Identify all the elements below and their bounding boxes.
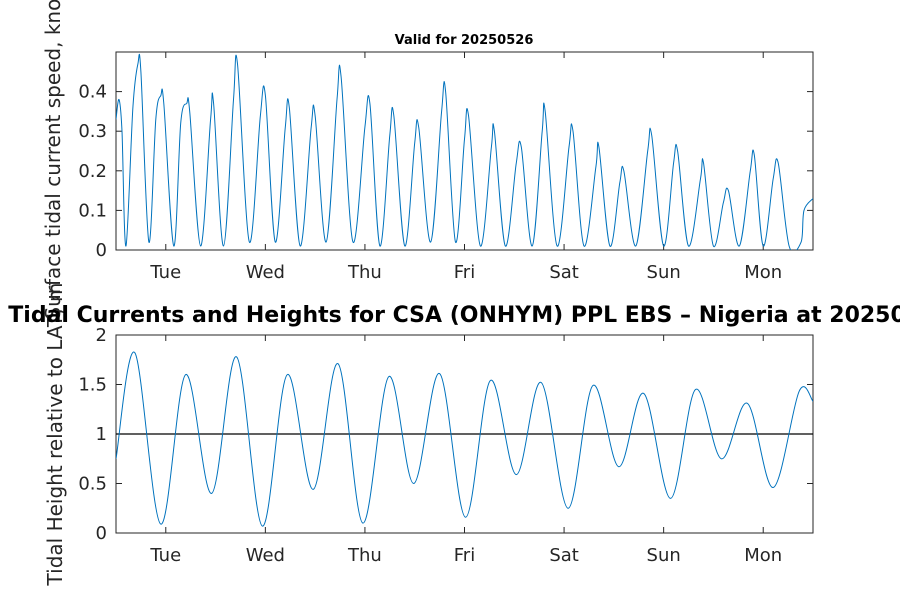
bot-xtick-label: Fri — [454, 545, 475, 566]
top-ytick-label: 0.2 — [78, 161, 107, 182]
bot-ytick-label: 1 — [96, 424, 107, 445]
top-xtick-label: Thu — [347, 262, 382, 283]
bot-ytick-label: 0.5 — [78, 474, 107, 495]
top-xtick-label: Sun — [647, 262, 681, 283]
current-speed-plot-area — [115, 51, 814, 251]
valid-date-title: Valid for 20250526 — [395, 33, 534, 48]
bot-xtick-label: Tue — [149, 545, 181, 566]
current-speed-chart: 0 0.1 0.2 0.3 0.4 Tue Wed Thu Fri Sat Sun Mon Valid… — [41, 0, 814, 320]
top-ytick-label: 0.4 — [78, 82, 107, 103]
main-title: Tidal Currents and Heights for CSA (ONHY… — [8, 303, 900, 328]
bot-xtick-label: Mon — [744, 545, 782, 566]
bot-xtick-label: Wed — [246, 545, 285, 566]
current-speed-ylabel: Surface tidal current speed, knots — [41, 0, 65, 320]
bot-ytick-label: 0 — [96, 523, 107, 544]
bot-xtick-label: Sat — [549, 545, 579, 566]
top-xtick-label: Tue — [149, 262, 181, 283]
bot-ytick-label: 1.5 — [78, 375, 107, 396]
top-ytick-label: 0.3 — [78, 121, 107, 142]
top-xtick-label: Sat — [549, 262, 579, 283]
bot-xtick-label: Thu — [347, 545, 382, 566]
top-ytick-label: 0 — [96, 240, 107, 261]
tidal-height-ylabel: Tidal Height relative to LAT, m — [43, 283, 67, 587]
top-ytick-label: 0.1 — [78, 200, 107, 221]
tidal-height-series — [116, 351, 813, 527]
tidal-height-chart: 0 0.5 1 1.5 2 Tue Wed Thu Fri Sat Sun Mon Tidal Hei… — [43, 283, 814, 587]
current-speed-series — [116, 53, 813, 250]
top-xtick-label: Mon — [744, 262, 782, 283]
top-xtick-label: Wed — [246, 262, 285, 283]
top-xtick-label: Fri — [454, 262, 475, 283]
bot-xtick-label: Sun — [647, 545, 681, 566]
bot-ytick-label: 2 — [96, 325, 107, 346]
